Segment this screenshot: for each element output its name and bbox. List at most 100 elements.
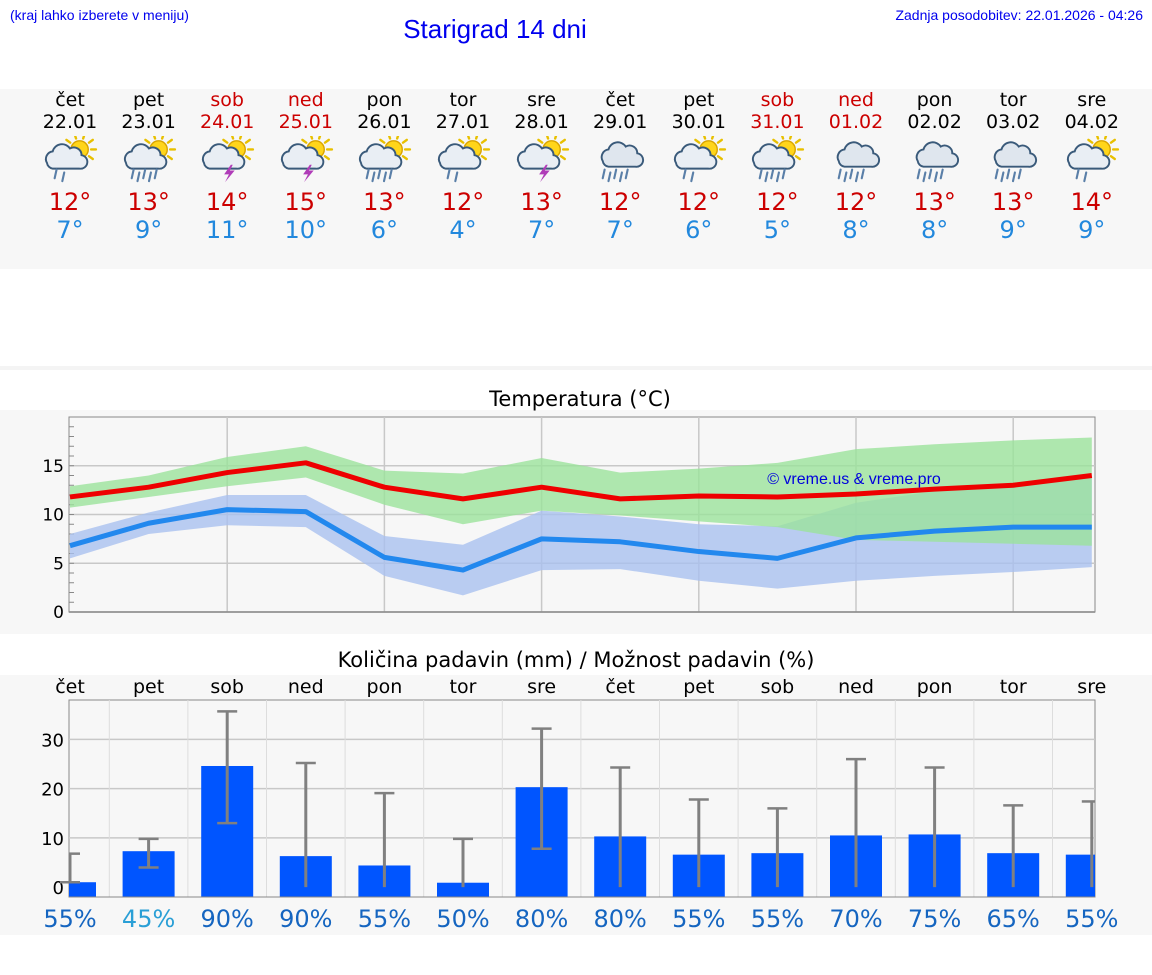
day-date: 28.01: [514, 111, 569, 133]
min-temperature: 7°: [527, 216, 556, 244]
precipitation-range: [1003, 804, 1024, 888]
location-hint: (kraj lahko izberete v meniju): [10, 7, 189, 23]
max-temperature: 12°: [834, 188, 878, 216]
day-name: tor: [999, 89, 1027, 111]
min-temperature: 11°: [205, 216, 249, 244]
day-date: 04.02: [1064, 111, 1119, 133]
precipitation-range: [610, 766, 631, 888]
precipitation-range: [60, 852, 80, 884]
precipitation-bar: [1065, 854, 1095, 897]
forecast-day: sob 24.01 14° 11°: [187, 89, 267, 244]
forecast-day: tor 03.02 13° 9°: [973, 89, 1053, 244]
precipitation-chance: 70%: [829, 905, 882, 933]
cloud-heavy-rain-icon: [600, 141, 645, 183]
max-temperature: 12°: [598, 188, 642, 216]
sun-cloud-thunder-icon: [280, 136, 333, 183]
forecast-day: sre 04.02 14° 9°: [1052, 89, 1132, 244]
min-temperature: 7°: [606, 216, 634, 244]
sun-cloud-thunder-icon: [516, 136, 569, 183]
precipitation-range: [295, 761, 316, 888]
precipitation-day-label: sob: [761, 676, 795, 698]
precipitation-chance: 90%: [201, 905, 254, 933]
precipitation-chance: 50%: [436, 905, 489, 933]
precipitation-chance: 75%: [908, 905, 961, 933]
sun-cloud-rain-icon: [1066, 136, 1119, 183]
sun-cloud-rain-icon: [437, 136, 491, 183]
precipitation-range: [453, 837, 473, 888]
y-tick-label: 20: [41, 780, 64, 801]
max-temperature: 13°: [913, 188, 956, 216]
precipitation-day-label: pon: [917, 676, 953, 698]
sun-cloud-rain-icon: [673, 136, 726, 183]
max-temperature: 12°: [756, 188, 799, 216]
min-temperature: 6°: [370, 216, 399, 244]
forecast-day: sob 31.01 12° 5°: [737, 89, 817, 244]
max-temperature: 13°: [127, 188, 170, 216]
min-temperature: 4°: [449, 216, 477, 244]
min-temperature: 9°: [1078, 216, 1106, 244]
chart-watermark: © vreme.us & vreme.pro: [767, 471, 941, 488]
min-temperature: 7°: [56, 216, 84, 244]
day-date: 24.01: [199, 111, 255, 133]
min-temperature: 9°: [999, 216, 1027, 244]
day-date: 01.02: [828, 111, 884, 133]
temperature-chart-title: Temperatura (°C): [489, 387, 671, 411]
day-date: 31.01: [750, 111, 805, 133]
max-temperature: 15°: [284, 188, 328, 216]
max-temperature: 13°: [991, 188, 1035, 216]
precipitation-day-label: pet: [133, 676, 164, 698]
sun-cloud-heavy-rain-icon: [123, 136, 176, 183]
day-date: 02.02: [907, 111, 962, 133]
day-name: ned: [287, 89, 324, 111]
min-temperature: 8°: [920, 216, 949, 244]
day-date: 23.01: [121, 111, 176, 133]
day-name: ned: [838, 89, 874, 111]
divider: [0, 366, 1152, 370]
cloud-heavy-rain-icon: [836, 141, 880, 183]
min-temperature: 10°: [284, 216, 328, 244]
forecast-day: tor 27.01 12° 4°: [423, 89, 503, 244]
max-temperature: 14°: [205, 188, 249, 216]
sun-cloud-rain-icon: [44, 136, 98, 183]
precipitation-chance: 90%: [279, 905, 332, 933]
precipitation-range: [1081, 800, 1095, 888]
day-name: čet: [55, 89, 85, 111]
last-updated: Zadnja posodobitev: 22.01.2026 - 04:26: [895, 7, 1143, 23]
y-tick-label: 10: [42, 506, 64, 526]
day-date: 03.02: [985, 111, 1041, 133]
day-name: sre: [527, 89, 557, 111]
day-date: 22.01: [42, 111, 98, 133]
forecast-day: pet 30.01 12° 6°: [659, 89, 739, 244]
min-temperature: 5°: [763, 216, 792, 244]
precipitation-chart-title: Količina padavin (mm) / Možnost padavin …: [337, 648, 815, 672]
max-temperature-line: [69, 460, 1093, 502]
day-name: sre: [1077, 89, 1107, 111]
day-name: sob: [760, 89, 795, 111]
min-temperature-band: [70, 476, 1092, 596]
min-temperature: 8°: [842, 216, 870, 244]
forecast-strip: [0, 89, 1152, 269]
day-date: 29.01: [592, 111, 648, 133]
precipitation-chance: 55%: [1065, 905, 1118, 933]
precipitation-chance: 65%: [987, 905, 1040, 933]
precipitation-day-label: tor: [1000, 676, 1027, 698]
y-tick-label: 10: [41, 829, 64, 850]
max-temperature: 13°: [363, 188, 406, 216]
forecast-day: čet 22.01 12° 7°: [30, 89, 110, 244]
max-temperature: 14°: [1070, 188, 1114, 216]
min-temperature: 6°: [685, 216, 713, 244]
precipitation-chance: 55%: [358, 905, 411, 933]
max-temperature: 12°: [677, 188, 721, 216]
precipitation-chance: 80%: [515, 905, 568, 933]
day-date: 26.01: [357, 111, 412, 133]
max-temperature: 12°: [48, 188, 92, 216]
precipitation-day-label: čet: [55, 676, 85, 698]
forecast-day: ned 25.01 15° 10°: [266, 89, 346, 244]
precipitation-range: [374, 791, 395, 888]
precipitation-bar: [437, 882, 489, 897]
precipitation-day-label: ned: [288, 676, 324, 698]
y-tick-label: 5: [53, 554, 64, 574]
precipitation-day-label: sre: [1077, 676, 1106, 698]
